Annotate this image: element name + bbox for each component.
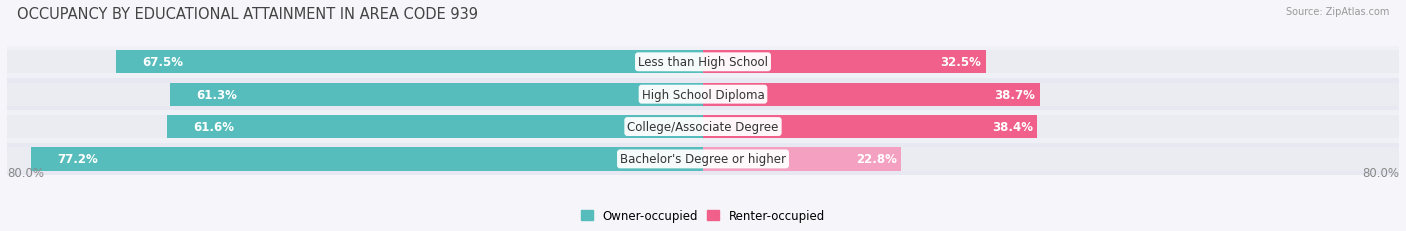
Bar: [7, 148, 703, 171]
Bar: [7, 143, 703, 175]
Bar: [703, 51, 1399, 74]
Bar: [703, 79, 1399, 111]
Bar: [7, 111, 703, 143]
Bar: [703, 148, 901, 171]
Bar: [703, 83, 1399, 106]
Bar: [703, 83, 1039, 106]
Bar: [167, 116, 703, 139]
Bar: [7, 51, 703, 74]
Text: Source: ZipAtlas.com: Source: ZipAtlas.com: [1285, 7, 1389, 17]
Bar: [7, 46, 703, 79]
Bar: [7, 116, 703, 139]
Legend: Owner-occupied, Renter-occupied: Owner-occupied, Renter-occupied: [576, 205, 830, 227]
Bar: [7, 79, 703, 111]
Text: High School Diploma: High School Diploma: [641, 88, 765, 101]
Bar: [703, 143, 1399, 175]
Text: 22.8%: 22.8%: [856, 153, 897, 166]
Text: 80.0%: 80.0%: [1362, 166, 1399, 179]
Text: OCCUPANCY BY EDUCATIONAL ATTAINMENT IN AREA CODE 939: OCCUPANCY BY EDUCATIONAL ATTAINMENT IN A…: [17, 7, 478, 22]
Bar: [31, 148, 703, 171]
Text: 32.5%: 32.5%: [941, 56, 981, 69]
Bar: [170, 83, 703, 106]
Bar: [703, 148, 1399, 171]
Text: 67.5%: 67.5%: [142, 56, 183, 69]
Text: 38.4%: 38.4%: [991, 121, 1033, 134]
Bar: [703, 111, 1399, 143]
Bar: [703, 51, 986, 74]
Text: 77.2%: 77.2%: [58, 153, 98, 166]
Bar: [703, 46, 1399, 79]
Text: 61.6%: 61.6%: [193, 121, 235, 134]
Bar: [115, 51, 703, 74]
Bar: [7, 83, 703, 106]
Text: Bachelor's Degree or higher: Bachelor's Degree or higher: [620, 153, 786, 166]
Text: Less than High School: Less than High School: [638, 56, 768, 69]
Text: College/Associate Degree: College/Associate Degree: [627, 121, 779, 134]
Text: 80.0%: 80.0%: [7, 166, 44, 179]
Text: 38.7%: 38.7%: [994, 88, 1035, 101]
Bar: [703, 116, 1399, 139]
Bar: [703, 116, 1038, 139]
Text: 61.3%: 61.3%: [195, 88, 236, 101]
